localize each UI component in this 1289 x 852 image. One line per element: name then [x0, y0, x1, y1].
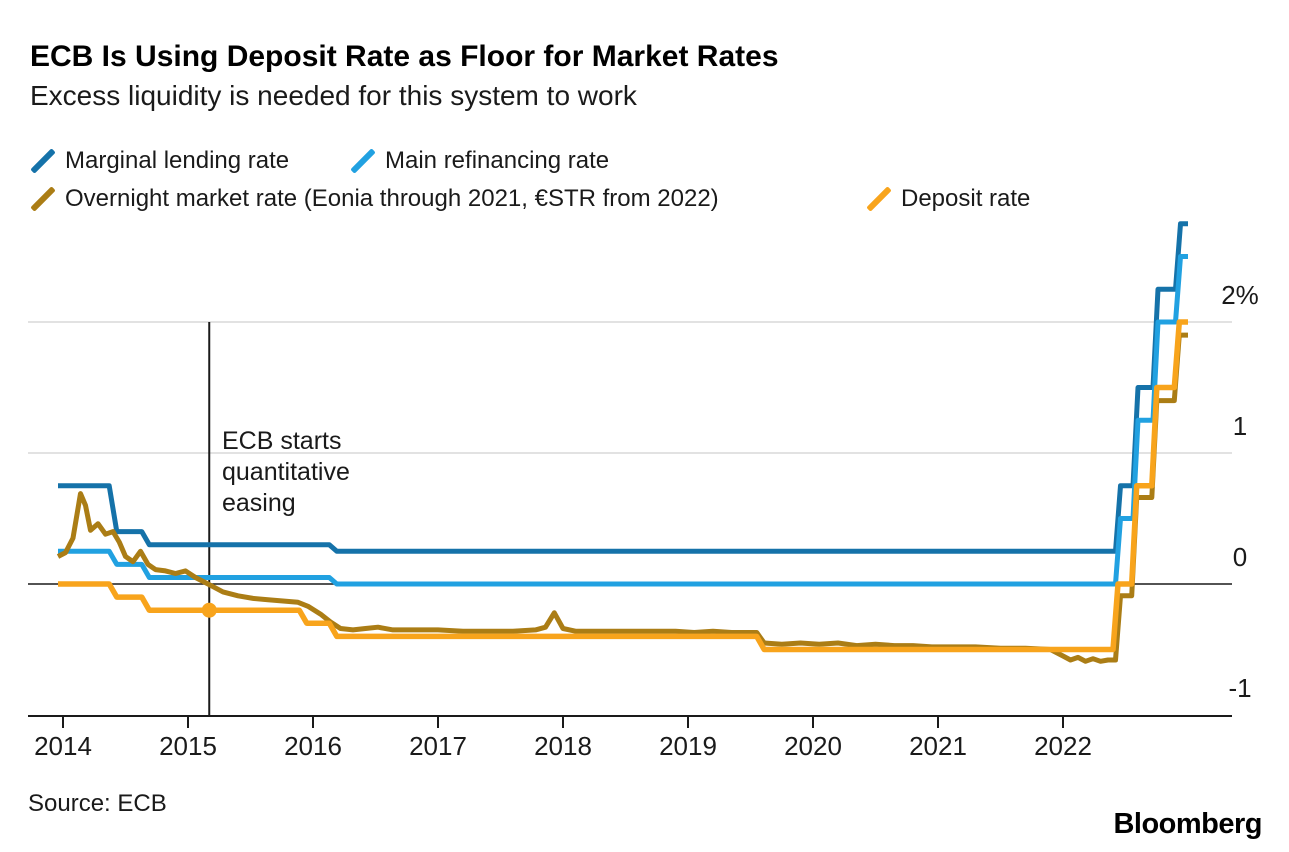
legend-label: Marginal lending rate	[65, 147, 290, 174]
qe-event-dot	[201, 602, 217, 618]
legend-item-deposit-rate: Deposit rate	[866, 184, 1030, 214]
y-tick-label: 2%	[1221, 280, 1259, 310]
series-line-main-refinancing-rate	[58, 254, 1188, 587]
series-lines	[56, 221, 1188, 664]
source-note: Source: ECB	[28, 790, 167, 817]
x-tick-label: 2020	[784, 731, 842, 761]
qe-marker-dot	[201, 602, 217, 618]
x-tick-label: 2017	[409, 731, 467, 761]
series-line-deposit-rate	[58, 319, 1188, 653]
legend-item-overnight-market-rate: Overnight market rate (Eonia through 202…	[30, 184, 719, 214]
x-tick-label: 2016	[284, 731, 342, 761]
x-tick-label: 2019	[659, 731, 717, 761]
legend-label: Main refinancing rate	[385, 147, 610, 174]
legend-label: Deposit rate	[901, 185, 1031, 212]
x-tick-label: 2015	[159, 731, 217, 761]
series-line-overnight-market-rate-eonia-through-2021-str-from-2022	[56, 332, 1188, 664]
y-tick-label: 1	[1232, 411, 1248, 441]
x-tick-label: 2021	[909, 731, 967, 761]
y-tick-label: -1	[1228, 673, 1252, 703]
legend-item-marginal-lending-rate: Marginal lending rate	[30, 146, 289, 176]
qe-annotation: ECB starts quantitative easing	[222, 427, 350, 517]
y-tick-label: 0	[1232, 542, 1248, 572]
x-tick-label: 2022	[1034, 731, 1092, 761]
chart-title: ECB Is Using Deposit Rate as Floor for M…	[30, 40, 779, 73]
legend-item-main-refinancing-rate: Main refinancing rate	[350, 146, 609, 176]
bloomberg-logo: Bloomberg	[1113, 808, 1262, 840]
x-tick-label: 2014	[34, 731, 92, 761]
legend-label: Overnight market rate (Eonia through 202…	[65, 185, 719, 212]
chart-subtitle: Excess liquidity is needed for this syst…	[30, 80, 637, 111]
x-tick-label: 2018	[534, 731, 592, 761]
